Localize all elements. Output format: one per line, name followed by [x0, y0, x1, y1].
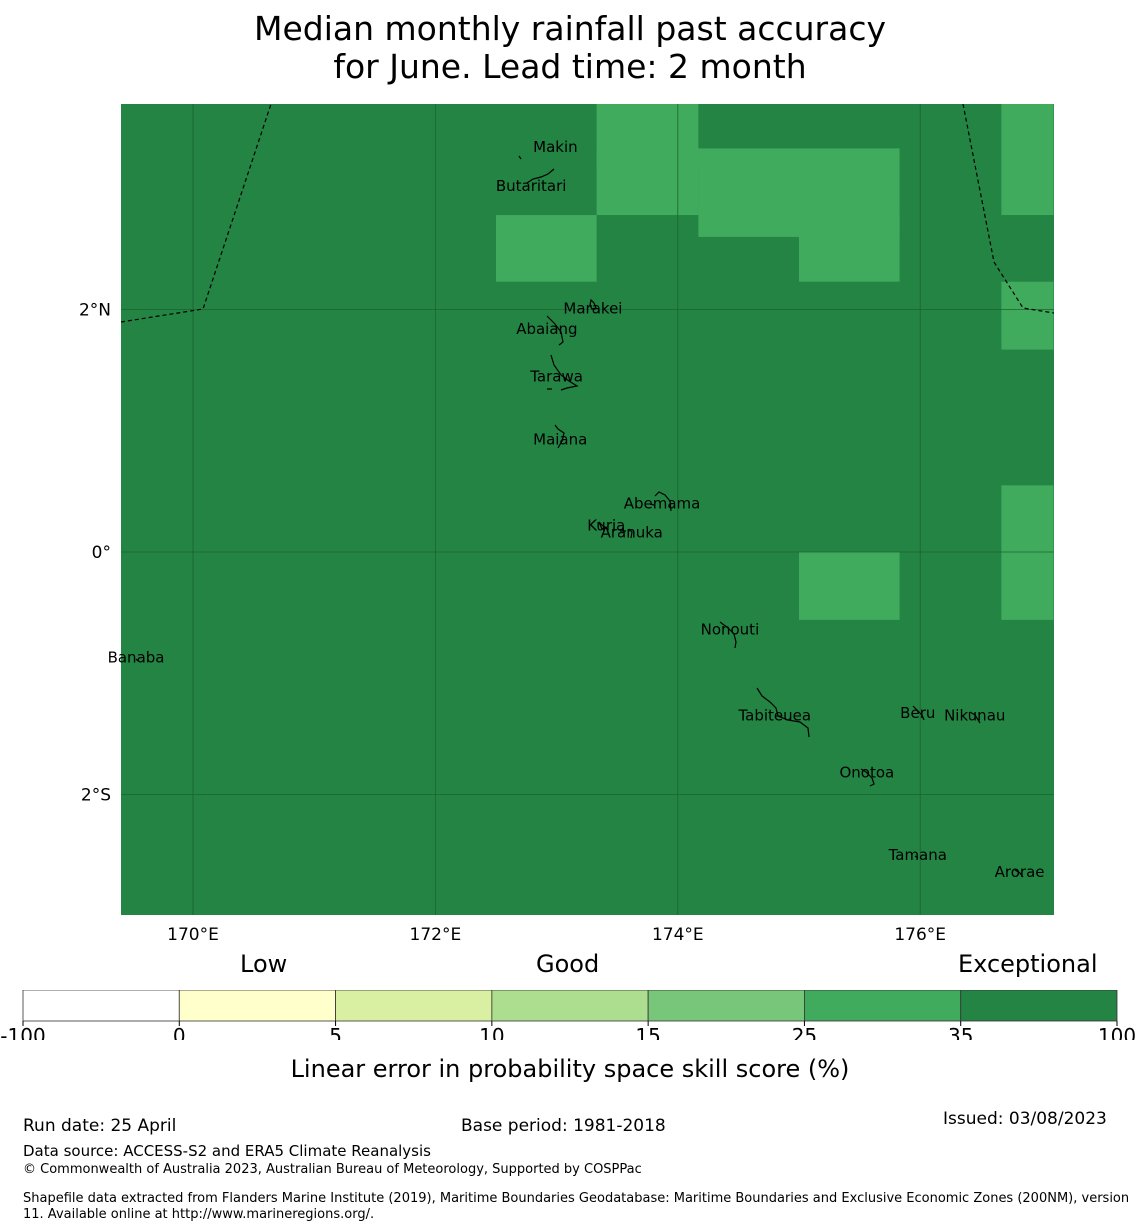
map-title: Median monthly rainfall past accuracy fo… — [0, 10, 1140, 86]
x-tick-label: 174°E — [652, 925, 704, 945]
place-label-kuria: Kuria — [587, 516, 625, 534]
colorbar-cell — [491, 990, 649, 1022]
place-label-maiana: Maiana — [533, 430, 587, 448]
y-tick-label: 2°S — [81, 785, 111, 805]
place-label-banaba: Banaba — [108, 648, 165, 666]
place-label-makin: Makin — [533, 138, 578, 156]
place-labels: Makin Butaritari Marakei Abaiang Tarawa Maian… — [108, 138, 1045, 881]
colorbar-cell — [804, 990, 962, 1022]
y-tick-label: 0° — [92, 543, 111, 563]
skill-cells — [496, 104, 1054, 620]
colorbar-cell — [647, 990, 805, 1022]
place-label-beru: Beru — [900, 704, 935, 722]
island-onotoa — [860, 768, 875, 787]
colorbar-cell — [178, 990, 336, 1022]
island-arorae — [1014, 869, 1024, 878]
place-label-abaiang: Abaiang — [516, 320, 577, 338]
skill-cell-25-35 — [1001, 281, 1054, 350]
colorbar-graphic: -100 0 5 10 15 25 35 100 — [0, 990, 1136, 1040]
island-beru — [912, 705, 925, 721]
colorbar-tick-label: 15 — [635, 1024, 660, 1040]
skill-cell-25-35 — [496, 215, 597, 282]
island-marakei — [589, 298, 597, 310]
map-title-line-2: for June. Lead time: 2 month — [333, 47, 807, 86]
place-label-butaritari: Butaritari — [496, 177, 567, 195]
island-abaiang — [546, 315, 564, 346]
island-maiana — [554, 424, 565, 449]
base-period: Base period: 1981-2018 — [461, 1116, 666, 1136]
map-title-line-1: Median monthly rainfall past accuracy — [253, 9, 887, 48]
island-outlines — [135, 155, 1024, 878]
colorbar-tick-labels: -100 0 5 10 15 25 35 100 — [0, 1021, 1136, 1040]
island-abemama — [649, 491, 672, 512]
colorbar-tick-label: 0 — [173, 1024, 186, 1040]
place-label-arorae: Arorae — [995, 863, 1045, 881]
category-label-good: Good — [536, 950, 600, 978]
island-butaritari — [526, 168, 555, 184]
place-label-nonouti: Nonouti — [701, 621, 760, 639]
x-tick-label: 170°E — [167, 925, 219, 945]
island-makin — [518, 155, 522, 160]
x-tick-label: 172°E — [410, 925, 462, 945]
colorbar-tick-label: 100 — [1098, 1024, 1136, 1040]
map-figure: Makin Butaritari Marakei Abaiang Tarawa Maian… — [79, 103, 1055, 945]
colorbar-title: Linear error in probability space skill … — [290, 1055, 850, 1083]
shapefile-note: Shapefile data extracted from Flanders M… — [23, 1191, 1130, 1222]
run-date: Run date: 25 April — [23, 1116, 177, 1136]
x-tick-label: 176°E — [894, 925, 946, 945]
colorbar-tick-label: 25 — [792, 1024, 817, 1040]
place-label-abemama: Abemama — [624, 495, 701, 513]
colorbar-cell — [335, 990, 493, 1022]
eez-boundary-west — [120, 103, 272, 323]
skill-cell-25-35 — [799, 215, 900, 282]
place-label-tabiteuea: Tabiteuea — [737, 707, 811, 725]
place-label-nikunau: Nikunau — [944, 707, 1005, 725]
colorbar-tick-label: 5 — [329, 1024, 342, 1040]
data-source: Data source: ACCESS-S2 and ERA5 Climate … — [23, 1142, 431, 1160]
island-tabiteuea — [756, 687, 810, 738]
colorbar-cell — [960, 990, 1118, 1022]
place-label-tarawa: Tarawa — [529, 367, 583, 385]
eez-boundaries — [120, 103, 1055, 323]
category-label-exceptional: Exceptional — [958, 950, 1098, 978]
island-tarawa — [547, 354, 579, 391]
issued-date: Issued: 03/08/2023 — [943, 1109, 1107, 1129]
eez-boundary-east — [962, 103, 1055, 314]
place-label-marakei: Marakei — [563, 299, 622, 317]
island-nonouti — [719, 621, 737, 649]
place-label-onotoa: Onotoa — [839, 764, 894, 782]
axis-ticks: 170°E 172°E 174°E 176°E 2°N 0° 2°S — [79, 301, 946, 945]
skill-cell-25-35 — [799, 552, 900, 620]
map-area: Makin Butaritari Marakei Abaiang Tarawa Maian… — [108, 103, 1055, 915]
colorbar-tick-label: -100 — [0, 1024, 45, 1040]
colorbar-cell — [22, 990, 180, 1022]
map-gridlines — [121, 104, 1054, 915]
skill-cell-25-35 — [1001, 104, 1054, 216]
skill-cell-25-35 — [596, 148, 699, 216]
colorbar-cells — [22, 990, 1118, 1022]
y-tick-label: 2°N — [79, 301, 111, 321]
island-tamana — [914, 855, 919, 859]
colorbar-tick-label: 35 — [948, 1024, 973, 1040]
island-nikunau — [969, 711, 981, 724]
island-kuria — [598, 521, 608, 530]
island-aranuka — [620, 528, 633, 539]
skill-cell-25-35 — [1001, 485, 1054, 620]
copyright-notice: © Commonwealth of Australia 2023, Austra… — [23, 1162, 642, 1177]
colorbar-tick-label: 10 — [479, 1024, 504, 1040]
place-label-tamana: Tamana — [888, 846, 947, 864]
island-banaba — [135, 658, 139, 662]
category-label-low: Low — [240, 950, 288, 978]
place-label-aranuka: Aranuka — [601, 524, 663, 542]
